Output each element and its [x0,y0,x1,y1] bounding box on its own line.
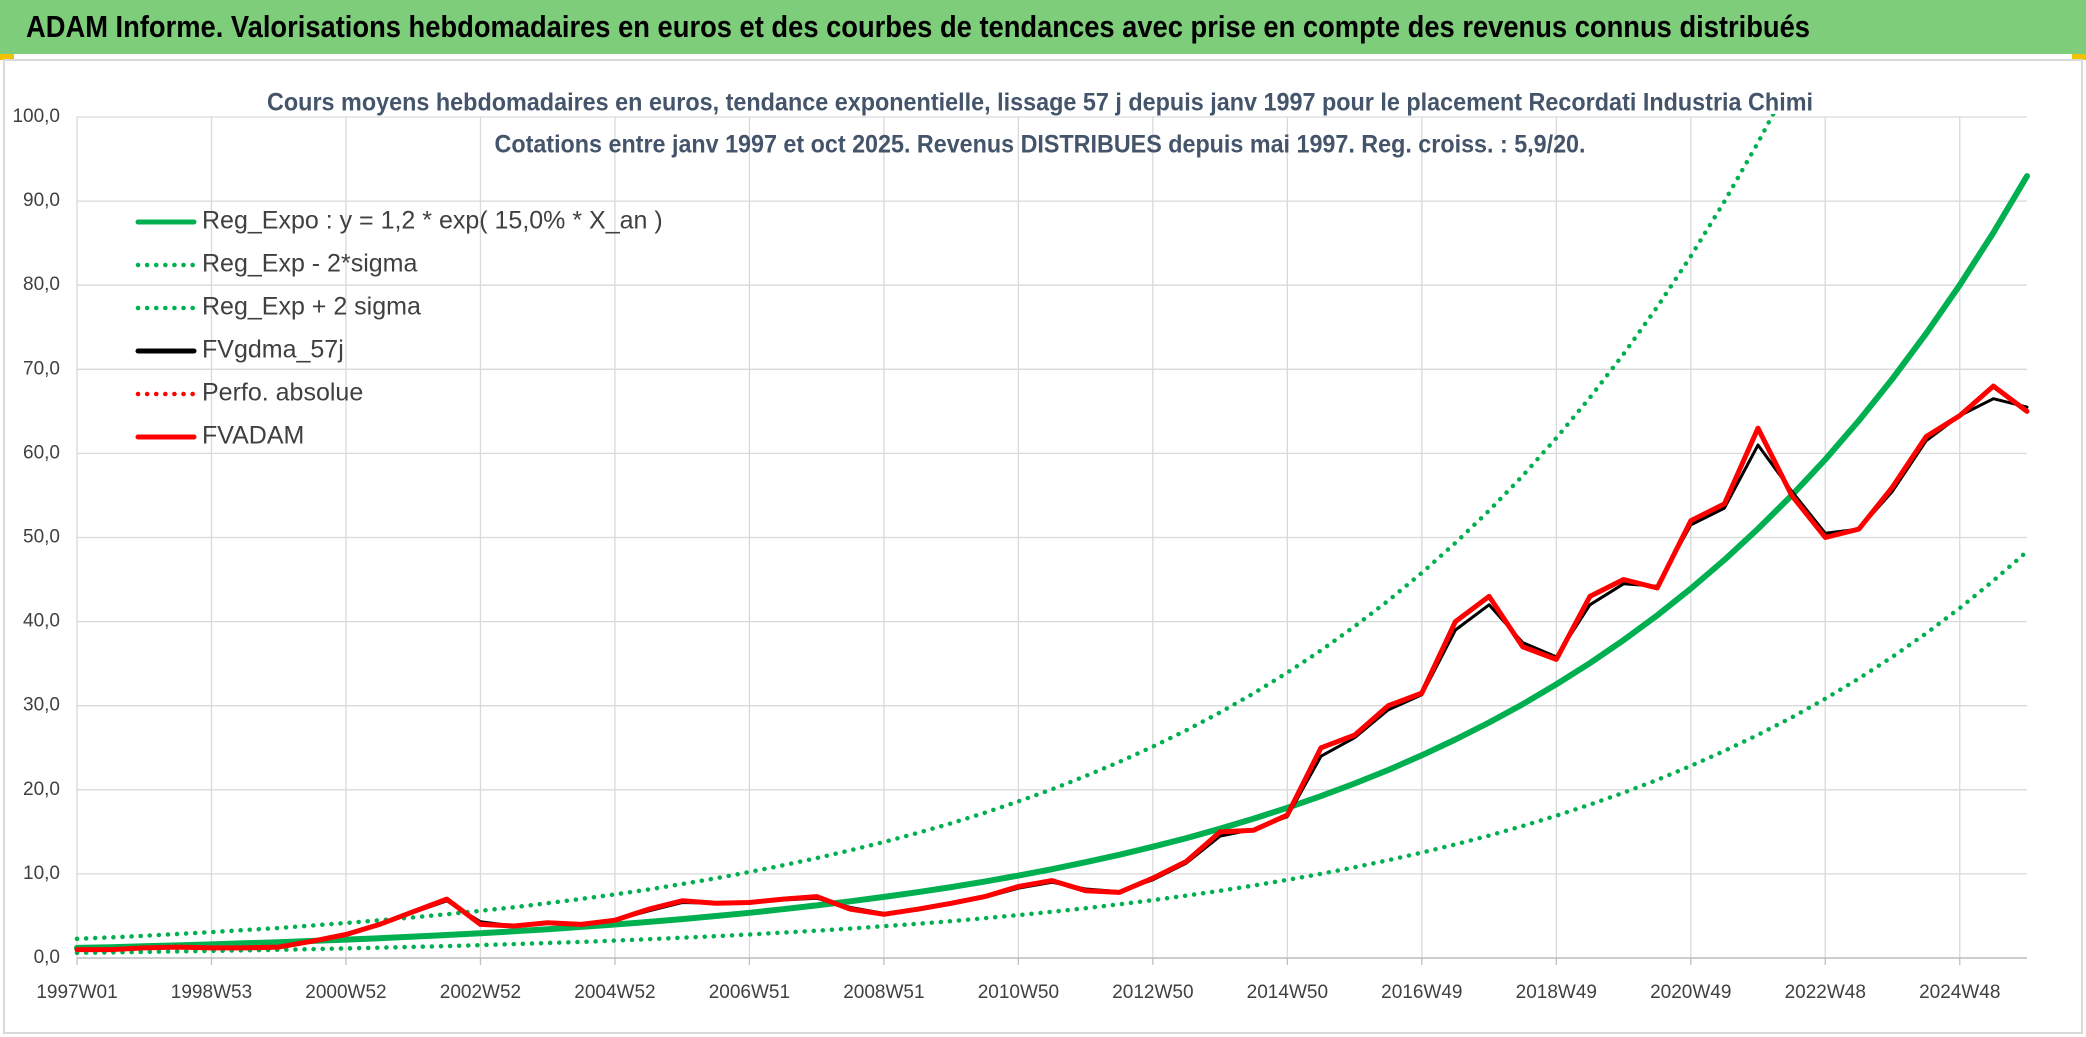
x-tick-label: 2020W49 [1650,982,1731,1003]
y-tick-label: 20,0 [23,779,60,800]
x-tick-label: 2010W50 [978,982,1059,1003]
x-tick-label: 2008W51 [843,982,924,1003]
y-tick-label: 30,0 [23,695,60,716]
x-tick-label: 1997W01 [36,982,117,1003]
legend-label: Perfo. absolue [202,379,363,407]
y-tick-label: 90,0 [23,190,60,211]
chart-frame [3,59,2083,1034]
legend-label: Reg_Exp - 2*sigma [202,250,417,278]
chart: 0,0 10,0 20,0 30,0 40,0 50,0 60,0 70,0 80,0 90,0 1… [12,89,2030,1003]
y-tick-label: 100,0 [12,106,60,127]
x-tick-label: 2016W49 [1381,982,1462,1003]
x-tick-label: 2006W51 [709,982,790,1003]
legend-label: FVADAM [202,422,304,450]
page-title: ADAM Informe. Valorisations hebdomadaire… [26,9,1810,44]
y-tick-label: 70,0 [23,358,60,379]
y-tick-label: 50,0 [23,527,60,548]
x-tick-label: 1998W53 [171,982,252,1003]
series-group [74,114,2030,956]
y-tick-label: 10,0 [23,863,60,884]
corner [0,54,14,60]
legend-label: Reg_Expo : y = 1,2 * exp( 15,0% * X_an ) [202,207,663,235]
x-tick-label: 2002W52 [440,982,521,1003]
y-tick-label: 80,0 [23,274,60,295]
x-tick-label: 2004W52 [574,982,655,1003]
banner [0,0,2086,54]
y-tick-label: 0,0 [34,947,60,968]
series-line [74,383,2030,953]
corner [2072,54,2086,60]
y-tick-label: 40,0 [23,611,60,632]
y-tick-label: 60,0 [23,442,60,463]
x-tick-label: 2012W50 [1112,982,1193,1003]
legend-label: FVgdma_57j [202,336,344,364]
series-line [74,173,2030,951]
legend-label: Reg_Exp + 2 sigma [202,293,421,321]
series-line [74,549,2030,956]
x-tick-label: 2014W50 [1247,982,1328,1003]
x-tick-label: 2022W48 [1785,982,1866,1003]
chart-subtitle: Cours moyens hebdomadaires en euros, ten… [267,89,1813,117]
x-tick-label: 2000W52 [305,982,386,1003]
x-tick-label: 2018W49 [1516,982,1597,1003]
x-tick-label: 2024W48 [1919,982,2000,1003]
chart-subtitle: Cotations entre janv 1997 et oct 2025. R… [495,131,1586,159]
